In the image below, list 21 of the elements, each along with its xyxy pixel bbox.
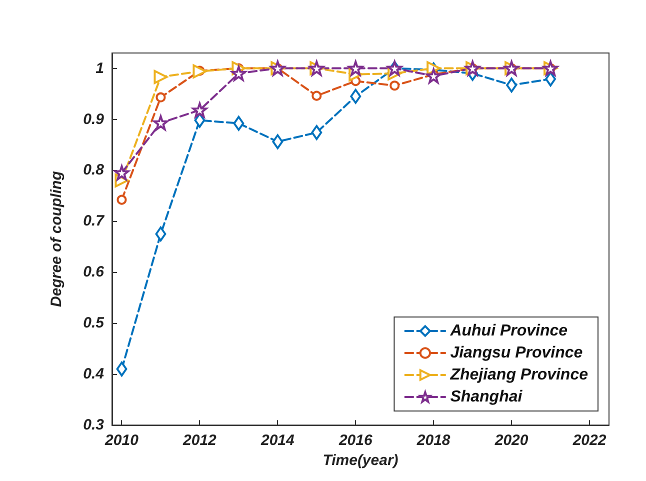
y-tick-label: 0.3 xyxy=(83,416,105,434)
y-tick-label: 0.6 xyxy=(83,264,105,281)
x-tick-label: 2022 xyxy=(572,432,607,450)
y-tick-label: 0.5 xyxy=(83,314,105,332)
y-tick-label: 0.4 xyxy=(83,366,105,383)
y-tick-label: 0.9 xyxy=(83,110,105,128)
y-tick-label: 1 xyxy=(96,60,104,77)
x-tick-label: 2018 xyxy=(416,432,451,450)
x-tick-label: 2016 xyxy=(338,432,373,450)
legend-label: Auhui Province xyxy=(449,322,568,340)
x-tick-label: 2014 xyxy=(260,432,296,450)
x-axis-title: Time(year) xyxy=(322,452,398,469)
legend-label: Shanghai xyxy=(450,388,523,406)
x-tick-label: 2020 xyxy=(494,432,529,450)
y-axis-title: Degree of coupling xyxy=(48,171,65,307)
legend-label: Jiangsu Province xyxy=(450,344,583,362)
y-tick-label: 0.8 xyxy=(83,162,105,179)
x-tick-label: 2010 xyxy=(104,432,140,450)
legend-label: Zhejiang Province xyxy=(449,366,588,384)
x-tick-label: 2012 xyxy=(182,432,218,450)
y-tick-label: 0.7 xyxy=(83,212,105,230)
